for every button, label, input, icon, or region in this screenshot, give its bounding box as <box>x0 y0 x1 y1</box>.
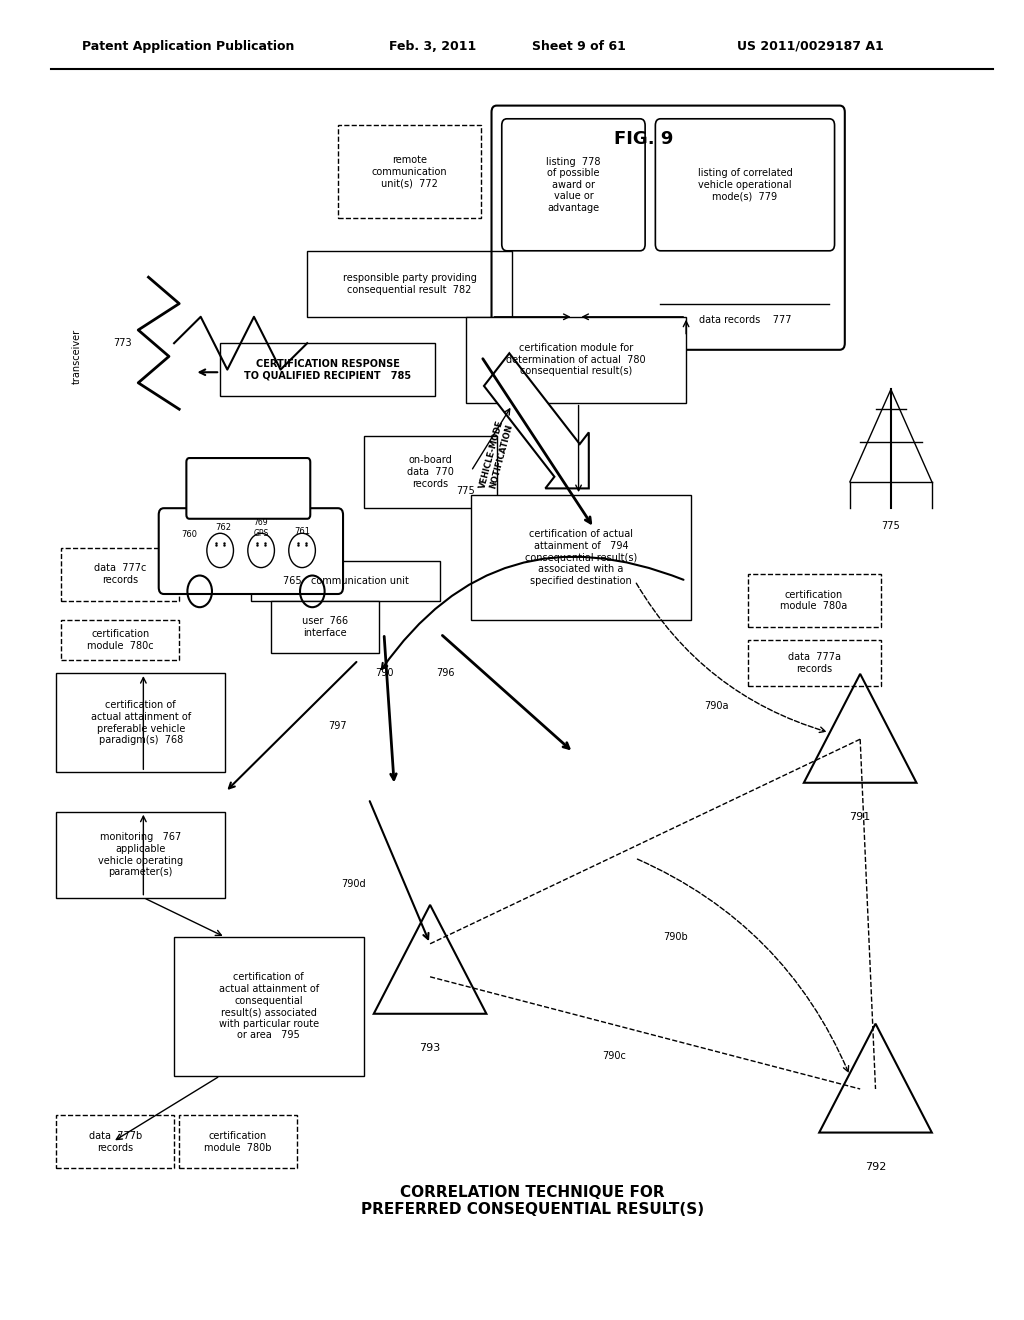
Text: listing  778
of possible
award or
value or
advantage: listing 778 of possible award or value o… <box>546 157 601 213</box>
Text: 760: 760 <box>181 531 198 539</box>
Bar <box>471 495 691 620</box>
Text: certification
module  780b: certification module 780b <box>205 1131 271 1152</box>
Text: 796: 796 <box>436 668 455 678</box>
Text: US 2011/0029187 A1: US 2011/0029187 A1 <box>737 40 884 53</box>
Text: certification
module  780c: certification module 780c <box>87 630 154 651</box>
Text: Sheet 9 of 61: Sheet 9 of 61 <box>532 40 627 53</box>
Text: listing of correlated
vehicle operational
mode(s)  779: listing of correlated vehicle operationa… <box>697 168 793 202</box>
Text: certification of actual
attainment of   794
consequential result(s)
associated w: certification of actual attainment of 79… <box>525 529 637 586</box>
Bar <box>61 548 179 601</box>
Text: 765   communication unit: 765 communication unit <box>283 576 409 586</box>
Bar <box>56 812 225 898</box>
Text: user  766
interface: user 766 interface <box>302 616 348 638</box>
Bar <box>271 601 379 653</box>
Bar <box>338 125 481 218</box>
FancyBboxPatch shape <box>186 458 310 519</box>
Text: on-board
data  770
records: on-board data 770 records <box>407 455 454 488</box>
FancyArrow shape <box>484 354 589 488</box>
Text: certification module for
determination of actual  780
consequential result(s): certification module for determination o… <box>506 343 646 376</box>
Bar <box>364 436 497 508</box>
Bar <box>307 251 512 317</box>
Text: Patent Application Publication: Patent Application Publication <box>82 40 294 53</box>
Text: remote
communication
unit(s)  772: remote communication unit(s) 772 <box>372 154 447 189</box>
Text: certification of
actual attainment of
consequential
result(s) associated
with pa: certification of actual attainment of co… <box>219 973 318 1040</box>
Bar <box>61 620 179 660</box>
Text: 790d: 790d <box>341 879 366 890</box>
Text: 775: 775 <box>457 486 475 496</box>
Text: 762: 762 <box>215 524 231 532</box>
Bar <box>174 937 364 1076</box>
Bar <box>56 673 225 772</box>
Text: monitoring   767
applicable
vehicle operating
parameter(s): monitoring 767 applicable vehicle operat… <box>98 833 183 876</box>
Text: certification of
actual attainment of
preferable vehicle
paradigm(s)  768: certification of actual attainment of pr… <box>91 701 190 744</box>
Text: certification
module  780a: certification module 780a <box>780 590 848 611</box>
FancyBboxPatch shape <box>502 119 645 251</box>
Text: transceiver: transceiver <box>72 329 82 384</box>
Text: responsible party providing
consequential result  782: responsible party providing consequentia… <box>343 273 476 294</box>
FancyBboxPatch shape <box>655 119 835 251</box>
Text: data  777c
records: data 777c records <box>94 564 146 585</box>
Text: 791: 791 <box>850 812 870 822</box>
Bar <box>748 640 881 686</box>
Bar <box>220 343 435 396</box>
Text: 797: 797 <box>329 721 347 731</box>
Bar <box>466 317 686 403</box>
Text: CORRELATION TECHNIQUE FOR
PREFERRED CONSEQUENTIAL RESULT(S): CORRELATION TECHNIQUE FOR PREFERRED CONS… <box>360 1185 705 1217</box>
FancyBboxPatch shape <box>159 508 343 594</box>
Text: 790c: 790c <box>602 1051 627 1061</box>
Text: 792: 792 <box>865 1162 886 1172</box>
Text: 769
GPS: 769 GPS <box>254 519 268 537</box>
Text: 790a: 790a <box>705 701 729 711</box>
Bar <box>179 1115 297 1168</box>
Text: 773: 773 <box>114 338 132 348</box>
Text: 790b: 790b <box>664 932 688 942</box>
Text: VEHICLE-MODE
NOTIFICATION: VEHICLE-MODE NOTIFICATION <box>478 418 515 492</box>
Text: CERTIFICATION RESPONSE
TO QUALIFIED RECIPIENT   785: CERTIFICATION RESPONSE TO QUALIFIED RECI… <box>244 359 412 380</box>
Text: 775: 775 <box>882 521 900 532</box>
Text: 793: 793 <box>420 1043 440 1053</box>
Bar <box>251 561 440 601</box>
Text: data records    777: data records 777 <box>698 315 792 325</box>
Text: 761: 761 <box>294 528 310 536</box>
Bar <box>56 1115 174 1168</box>
Text: data  777a
records: data 777a records <box>787 652 841 675</box>
Text: 790: 790 <box>375 668 393 678</box>
Bar <box>748 574 881 627</box>
Text: Feb. 3, 2011: Feb. 3, 2011 <box>389 40 476 53</box>
Text: FIG. 9: FIG. 9 <box>614 129 674 148</box>
Text: data  777b
records: data 777b records <box>88 1131 142 1152</box>
